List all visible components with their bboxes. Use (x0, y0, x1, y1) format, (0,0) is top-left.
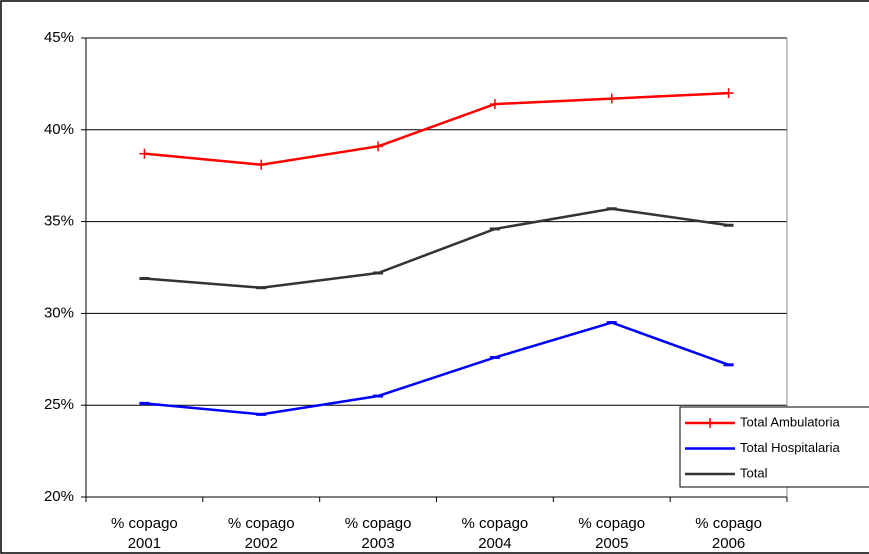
x-tick-label: % copago (345, 515, 412, 532)
y-tick-label: 20% (44, 488, 74, 505)
y-tick-label: 40% (44, 121, 74, 138)
x-tick-label: 2005 (595, 535, 628, 552)
series-line (144, 207, 729, 289)
marker (606, 93, 617, 104)
x-tick-label: % copago (578, 515, 645, 532)
x-tick-label: 2001 (128, 535, 161, 552)
y-tick-label: 30% (44, 304, 74, 321)
y-tick-label: 45% (44, 29, 74, 46)
legend-label: Total Ambulatoria (740, 414, 840, 429)
series-line (144, 91, 729, 166)
x-tick-label: 2004 (478, 535, 511, 552)
marker (139, 148, 150, 159)
x-tick-label: % copago (462, 515, 529, 532)
x-tick-label: % copago (111, 515, 178, 532)
legend-label: Total Hospitalaria (740, 440, 840, 455)
y-tick-label: 25% (44, 396, 74, 413)
x-tick-label: 2003 (361, 535, 394, 552)
marker (373, 141, 384, 152)
x-tick-label: % copago (228, 515, 295, 532)
y-tick-label: 35% (44, 213, 74, 230)
marker (489, 99, 500, 110)
legend-label: Total (740, 465, 768, 480)
series-line (144, 321, 730, 416)
legend: Total Ambulatoria Total Hospitalaria Total (679, 406, 869, 488)
marker (723, 88, 734, 99)
markers (139, 88, 734, 170)
marker (256, 159, 267, 170)
x-tick-label: % copago (695, 515, 762, 532)
x-tick-label: 2002 (245, 535, 278, 552)
x-tick-label: 2006 (712, 535, 745, 552)
